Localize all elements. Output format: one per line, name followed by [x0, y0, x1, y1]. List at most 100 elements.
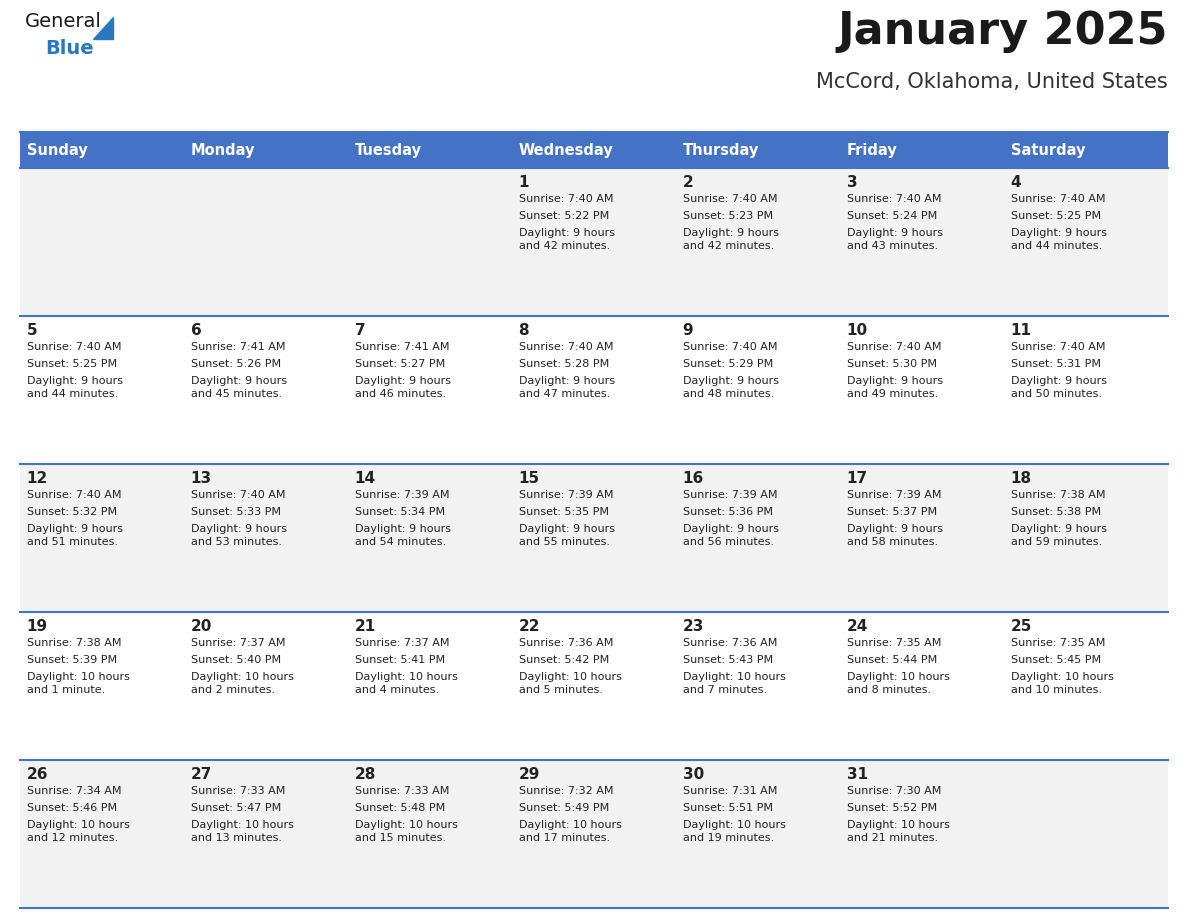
Text: Daylight: 10 hours
and 1 minute.: Daylight: 10 hours and 1 minute.	[26, 672, 129, 695]
Text: Sunrise: 7:40 AM: Sunrise: 7:40 AM	[1011, 342, 1105, 352]
Text: Sunday: Sunday	[26, 142, 87, 158]
Text: Daylight: 10 hours
and 12 minutes.: Daylight: 10 hours and 12 minutes.	[26, 820, 129, 843]
Text: Sunset: 5:25 PM: Sunset: 5:25 PM	[26, 359, 116, 369]
Text: Sunset: 5:23 PM: Sunset: 5:23 PM	[683, 211, 772, 221]
Text: Sunset: 5:32 PM: Sunset: 5:32 PM	[26, 507, 116, 517]
Text: Sunrise: 7:37 AM: Sunrise: 7:37 AM	[354, 638, 449, 648]
Text: 29: 29	[518, 767, 539, 782]
Text: 6: 6	[190, 323, 201, 338]
Text: 25: 25	[1011, 619, 1032, 634]
Text: Sunset: 5:24 PM: Sunset: 5:24 PM	[847, 211, 937, 221]
Text: 3: 3	[847, 175, 858, 190]
Text: 17: 17	[847, 471, 867, 486]
Text: Blue: Blue	[45, 39, 94, 58]
Text: January 2025: January 2025	[838, 10, 1168, 53]
Text: Sunset: 5:28 PM: Sunset: 5:28 PM	[518, 359, 608, 369]
Text: Sunrise: 7:30 AM: Sunrise: 7:30 AM	[847, 786, 941, 796]
Text: Daylight: 9 hours
and 54 minutes.: Daylight: 9 hours and 54 minutes.	[354, 524, 450, 547]
Text: 10: 10	[847, 323, 867, 338]
Text: Daylight: 9 hours
and 44 minutes.: Daylight: 9 hours and 44 minutes.	[26, 376, 122, 398]
Text: Sunrise: 7:40 AM: Sunrise: 7:40 AM	[1011, 194, 1105, 204]
Text: Wednesday: Wednesday	[518, 142, 613, 158]
Text: General: General	[25, 12, 102, 31]
Text: 16: 16	[683, 471, 703, 486]
Text: Sunrise: 7:40 AM: Sunrise: 7:40 AM	[190, 490, 285, 500]
Text: Sunset: 5:43 PM: Sunset: 5:43 PM	[683, 655, 772, 665]
Text: Sunrise: 7:35 AM: Sunrise: 7:35 AM	[847, 638, 941, 648]
Text: 2: 2	[683, 175, 694, 190]
Bar	[20, 464, 1168, 612]
Text: 20: 20	[190, 619, 211, 634]
Text: Sunset: 5:33 PM: Sunset: 5:33 PM	[190, 507, 280, 517]
Text: Daylight: 9 hours
and 45 minutes.: Daylight: 9 hours and 45 minutes.	[190, 376, 286, 398]
Text: 26: 26	[26, 767, 48, 782]
Text: Daylight: 9 hours
and 42 minutes.: Daylight: 9 hours and 42 minutes.	[518, 228, 614, 251]
Text: Sunrise: 7:37 AM: Sunrise: 7:37 AM	[190, 638, 285, 648]
Text: Sunset: 5:39 PM: Sunset: 5:39 PM	[26, 655, 116, 665]
Text: Daylight: 9 hours
and 44 minutes.: Daylight: 9 hours and 44 minutes.	[1011, 228, 1106, 251]
Text: Daylight: 9 hours
and 56 minutes.: Daylight: 9 hours and 56 minutes.	[683, 524, 778, 547]
Text: Sunrise: 7:33 AM: Sunrise: 7:33 AM	[354, 786, 449, 796]
Text: Sunset: 5:41 PM: Sunset: 5:41 PM	[354, 655, 444, 665]
Text: Daylight: 9 hours
and 55 minutes.: Daylight: 9 hours and 55 minutes.	[518, 524, 614, 547]
Text: 24: 24	[847, 619, 868, 634]
Text: Sunrise: 7:39 AM: Sunrise: 7:39 AM	[847, 490, 941, 500]
Text: Daylight: 9 hours
and 49 minutes.: Daylight: 9 hours and 49 minutes.	[847, 376, 942, 398]
Text: Daylight: 10 hours
and 2 minutes.: Daylight: 10 hours and 2 minutes.	[190, 672, 293, 695]
Text: Sunrise: 7:41 AM: Sunrise: 7:41 AM	[354, 342, 449, 352]
Text: Daylight: 9 hours
and 58 minutes.: Daylight: 9 hours and 58 minutes.	[847, 524, 942, 547]
Text: Monday: Monday	[190, 142, 255, 158]
Text: Sunrise: 7:38 AM: Sunrise: 7:38 AM	[1011, 490, 1105, 500]
Polygon shape	[93, 17, 113, 39]
Text: McCord, Oklahoma, United States: McCord, Oklahoma, United States	[816, 72, 1168, 92]
Text: Sunset: 5:47 PM: Sunset: 5:47 PM	[190, 803, 280, 813]
Bar	[512, 132, 676, 168]
Text: Sunrise: 7:40 AM: Sunrise: 7:40 AM	[518, 194, 613, 204]
Text: 22: 22	[518, 619, 541, 634]
Text: Daylight: 9 hours
and 50 minutes.: Daylight: 9 hours and 50 minutes.	[1011, 376, 1106, 398]
Text: 9: 9	[683, 323, 693, 338]
Text: Sunrise: 7:34 AM: Sunrise: 7:34 AM	[26, 786, 121, 796]
Text: Daylight: 9 hours
and 48 minutes.: Daylight: 9 hours and 48 minutes.	[683, 376, 778, 398]
Text: 23: 23	[683, 619, 704, 634]
Text: 4: 4	[1011, 175, 1022, 190]
Text: 30: 30	[683, 767, 703, 782]
Text: Sunset: 5:44 PM: Sunset: 5:44 PM	[847, 655, 937, 665]
Text: Daylight: 10 hours
and 10 minutes.: Daylight: 10 hours and 10 minutes.	[1011, 672, 1113, 695]
Text: Sunset: 5:22 PM: Sunset: 5:22 PM	[518, 211, 608, 221]
Text: 5: 5	[26, 323, 37, 338]
Text: 18: 18	[1011, 471, 1031, 486]
Bar	[1004, 132, 1168, 168]
Text: 21: 21	[354, 619, 375, 634]
Bar	[20, 168, 1168, 316]
Text: Sunrise: 7:40 AM: Sunrise: 7:40 AM	[847, 194, 941, 204]
Text: Sunset: 5:38 PM: Sunset: 5:38 PM	[1011, 507, 1101, 517]
Text: Daylight: 9 hours
and 53 minutes.: Daylight: 9 hours and 53 minutes.	[190, 524, 286, 547]
Text: Sunrise: 7:40 AM: Sunrise: 7:40 AM	[26, 342, 121, 352]
Text: Daylight: 10 hours
and 5 minutes.: Daylight: 10 hours and 5 minutes.	[518, 672, 621, 695]
Text: 27: 27	[190, 767, 211, 782]
Text: Sunset: 5:48 PM: Sunset: 5:48 PM	[354, 803, 444, 813]
Text: Daylight: 9 hours
and 43 minutes.: Daylight: 9 hours and 43 minutes.	[847, 228, 942, 251]
Text: Sunrise: 7:31 AM: Sunrise: 7:31 AM	[683, 786, 777, 796]
Text: 12: 12	[26, 471, 48, 486]
Text: Sunset: 5:45 PM: Sunset: 5:45 PM	[1011, 655, 1101, 665]
Text: 13: 13	[190, 471, 211, 486]
Text: 28: 28	[354, 767, 375, 782]
Text: Sunset: 5:36 PM: Sunset: 5:36 PM	[683, 507, 772, 517]
Text: Sunrise: 7:40 AM: Sunrise: 7:40 AM	[683, 194, 777, 204]
Text: Sunset: 5:52 PM: Sunset: 5:52 PM	[847, 803, 936, 813]
Text: Daylight: 10 hours
and 17 minutes.: Daylight: 10 hours and 17 minutes.	[518, 820, 621, 843]
Text: 19: 19	[26, 619, 48, 634]
Text: Sunrise: 7:35 AM: Sunrise: 7:35 AM	[1011, 638, 1105, 648]
Text: Daylight: 10 hours
and 15 minutes.: Daylight: 10 hours and 15 minutes.	[354, 820, 457, 843]
Text: Sunrise: 7:40 AM: Sunrise: 7:40 AM	[683, 342, 777, 352]
Text: Sunset: 5:37 PM: Sunset: 5:37 PM	[847, 507, 936, 517]
Bar	[20, 612, 1168, 760]
Text: Daylight: 10 hours
and 8 minutes.: Daylight: 10 hours and 8 minutes.	[847, 672, 949, 695]
Text: Sunset: 5:35 PM: Sunset: 5:35 PM	[518, 507, 608, 517]
Text: Sunrise: 7:32 AM: Sunrise: 7:32 AM	[518, 786, 613, 796]
Text: Saturday: Saturday	[1011, 142, 1085, 158]
Text: Daylight: 10 hours
and 21 minutes.: Daylight: 10 hours and 21 minutes.	[847, 820, 949, 843]
Text: Sunrise: 7:40 AM: Sunrise: 7:40 AM	[847, 342, 941, 352]
